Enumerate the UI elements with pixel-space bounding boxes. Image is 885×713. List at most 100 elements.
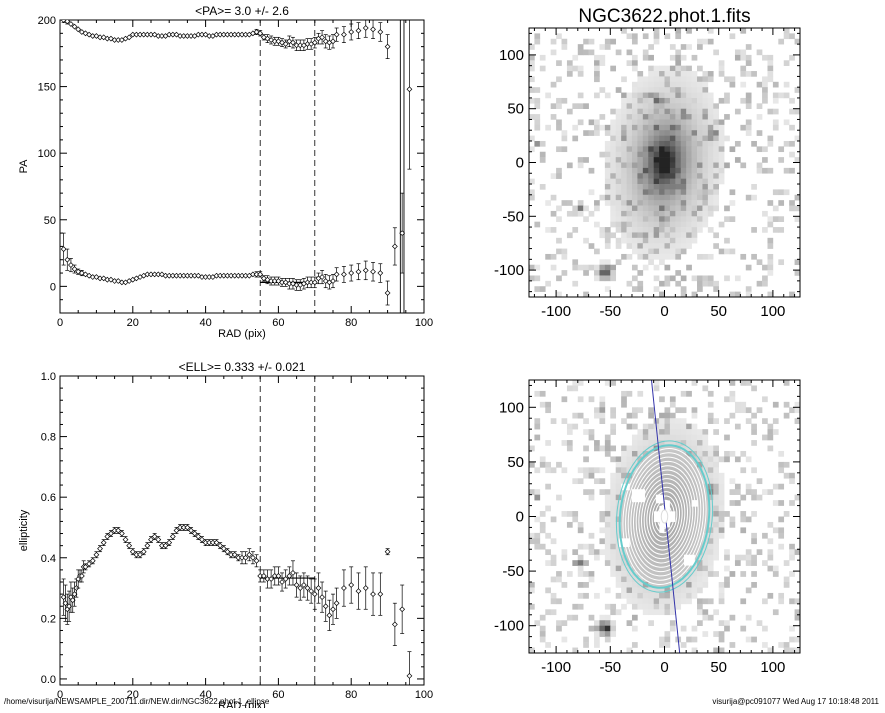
img-pixel (648, 76, 654, 83)
img-pixel (778, 92, 785, 99)
img-pixel (675, 216, 682, 222)
iso-pixel (669, 478, 676, 485)
iso-pixel (724, 582, 730, 588)
ell-data-point (406, 673, 413, 679)
img-pixel (680, 124, 687, 131)
img-pixel (729, 146, 736, 153)
img-pixel (610, 135, 617, 142)
iso-pixel (740, 494, 747, 501)
img-pixel (615, 205, 622, 212)
iso-pixel (772, 418, 779, 424)
img-pixel (691, 146, 698, 153)
ell-data-point (362, 585, 369, 591)
iso-ytick-label: -50 (502, 563, 524, 580)
iso-pixel (539, 390, 546, 397)
img-pixel (697, 108, 703, 115)
iso-pixel (599, 401, 606, 408)
img-pixel (675, 167, 682, 174)
iso-pixel (729, 412, 736, 419)
img-pixel (653, 237, 660, 244)
iso-pixel (653, 598, 660, 605)
iso-pixel (767, 592, 774, 599)
img-pixel (659, 140, 665, 147)
img-pixel (767, 270, 774, 276)
img-pixel (713, 205, 719, 212)
iso-pixel (610, 478, 617, 485)
iso-pixel (642, 554, 649, 561)
iso-pixel (621, 500, 627, 506)
img-pixel (686, 157, 692, 163)
img-pixel (675, 92, 682, 99)
img-pixel (659, 173, 665, 179)
img-pixel (669, 216, 676, 222)
iso-pixel (583, 467, 589, 474)
iso-pixel (772, 571, 779, 577)
img-pixel (686, 237, 692, 244)
img-pixel (686, 216, 692, 222)
img-pixel (583, 38, 589, 45)
iso-pixel (659, 445, 665, 452)
img-pixel (588, 130, 595, 136)
iso-pixel (664, 636, 671, 643)
pa-xtick-label: 100 (415, 317, 433, 329)
iso-pixel (556, 620, 562, 626)
iso-pixel (648, 554, 654, 561)
img-pixel (599, 124, 606, 131)
img-pixel (767, 60, 774, 66)
img-pixel (669, 124, 676, 131)
img-pixel (680, 275, 687, 282)
ell-data-point (108, 530, 114, 537)
iso-pixel (718, 489, 725, 495)
img-pixel (697, 275, 703, 282)
user-timestamp-footer: visurija@pc091077 Wed Aug 17 10:18:48 20… (712, 697, 879, 706)
iso-pixel (604, 494, 611, 501)
img-pixel (686, 92, 692, 99)
ell-data-point (137, 551, 143, 558)
img-pixel (637, 270, 644, 276)
iso-pixel (583, 472, 589, 479)
iso-pixel (604, 538, 611, 545)
iso-pixel (707, 489, 714, 495)
iso-pixel (621, 445, 627, 452)
iso-pixel (615, 461, 622, 468)
img-pixel (529, 87, 535, 93)
iso-pixel (691, 647, 698, 654)
pa-data-point (282, 41, 289, 47)
img-pixel (697, 97, 703, 104)
iso-pixel (615, 516, 622, 523)
iso-pixel (615, 478, 622, 485)
img-pixel (669, 178, 676, 185)
img-pixel (713, 151, 719, 158)
iso-pixel (604, 631, 611, 637)
iso-pixel (594, 631, 600, 637)
iso-pixel (561, 418, 568, 424)
iso-pixel (789, 472, 795, 479)
iso-pixel (610, 631, 617, 637)
img-pixel (707, 189, 714, 196)
iso-pixel (724, 620, 730, 626)
img-pixel (637, 227, 644, 233)
iso-pixel (637, 450, 644, 457)
img-pixel (648, 71, 654, 77)
img-pixel (642, 54, 649, 61)
img-pixel (659, 221, 665, 228)
img-pixel (697, 221, 703, 228)
img-pixel (707, 200, 714, 206)
img-pixel (697, 130, 703, 136)
img-pixel (691, 76, 698, 83)
iso-pixel (697, 576, 703, 583)
iso-pixel (751, 494, 757, 501)
iso-pixel (669, 489, 676, 495)
img-pixel (762, 167, 768, 174)
img-pixel (783, 119, 790, 126)
iso-pixel (626, 445, 633, 452)
iso-pixel (659, 483, 665, 490)
iso-pixel (637, 571, 644, 577)
img-pixel (631, 38, 638, 45)
iso-pixel (680, 407, 687, 414)
img-pixel (615, 200, 622, 206)
img-pixel (626, 140, 633, 147)
iso-pixel (631, 576, 638, 583)
img-pixel (734, 49, 741, 56)
iso-pixel (659, 587, 665, 594)
